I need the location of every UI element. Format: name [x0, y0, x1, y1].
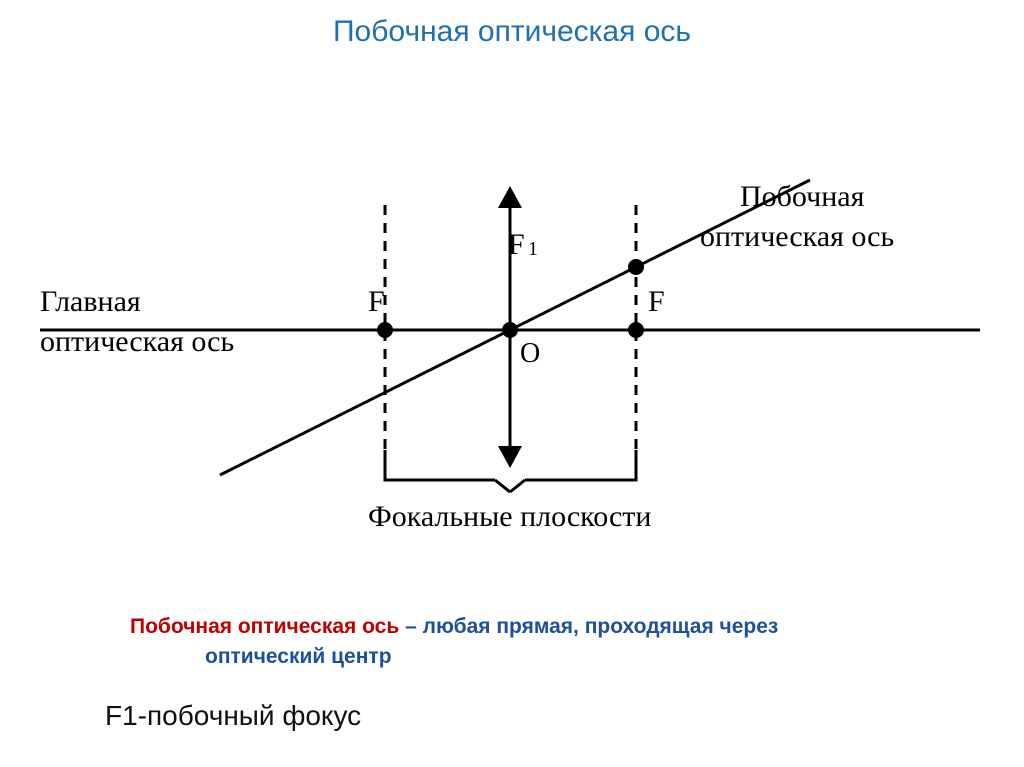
label-focal_planes: Фокальные плоскости — [368, 500, 651, 534]
definition-line-2: оптический центр — [205, 645, 392, 669]
label-sec_axis_1: Побочная — [740, 180, 864, 214]
page-title: Побочная оптическая ось — [0, 15, 1024, 49]
label-F_left: F — [368, 285, 385, 319]
label-O: O — [520, 338, 540, 370]
label-F1_sub: 1 — [528, 238, 538, 261]
label-F1: F — [508, 228, 525, 262]
label-main_axis_1: Главная — [40, 285, 141, 319]
subcaption-f1: F1-побочный фокус — [105, 700, 361, 732]
label-main_axis_2: оптическая ось — [40, 325, 234, 359]
definition-line-1: Побочная оптическая ось – любая прямая, … — [130, 615, 778, 639]
definition-term: Побочная оптическая ось — [130, 615, 399, 638]
label-sec_axis_2: оптическая ось — [700, 220, 894, 254]
definition-body-1: любая прямая, проходящая через — [423, 615, 779, 638]
label-F_right: F — [648, 285, 665, 319]
definition-dash: – — [399, 615, 422, 638]
definition-body-2: оптический центр — [205, 645, 392, 668]
